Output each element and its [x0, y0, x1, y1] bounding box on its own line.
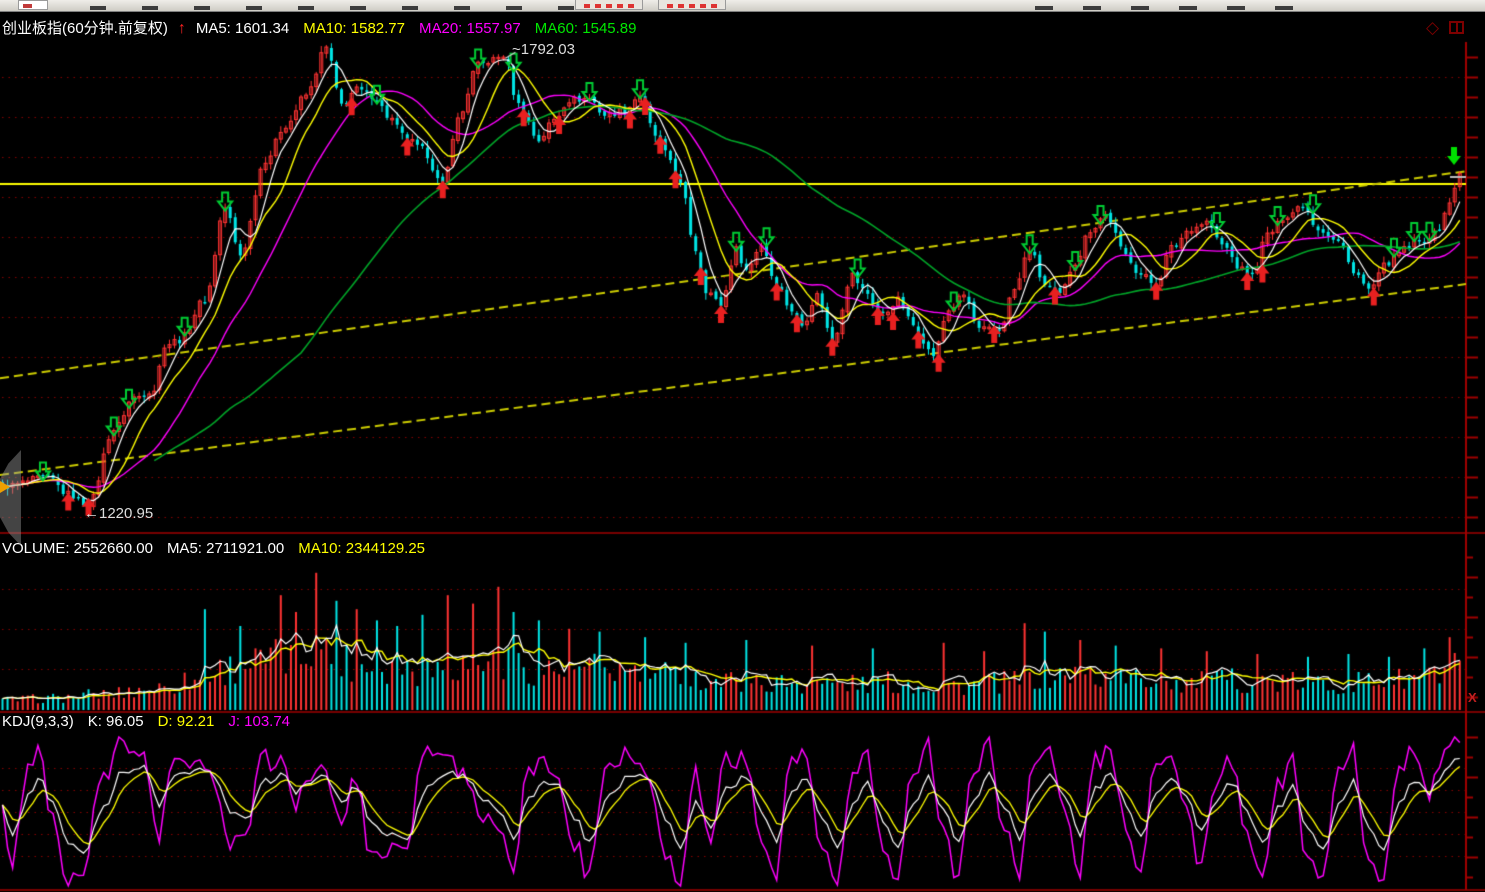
kdj-pane-header: KDJ(9,3,3) K: 96.05 D: 92.21 J: 103.74 — [2, 713, 290, 731]
scroll-left-overlay[interactable] — [0, 450, 21, 546]
volume-label: VOLUME: 2552660.00 — [2, 540, 153, 557]
high-price-annotation: ~1792.03 — [512, 41, 575, 58]
ma10-label: MA10: 1582.77 — [303, 20, 405, 37]
low-price-annotation: ←1220.95 — [84, 505, 154, 522]
toolbar-logo-box[interactable] — [18, 0, 48, 10]
main-chart-header: 创业板指(60分钟.前复权) ↑ MA5: 1601.34 MA10: 1582.77… — [2, 20, 637, 38]
ma20-label: MA20: 1557.97 — [419, 20, 521, 37]
split-window-icon[interactable] — [1449, 21, 1464, 34]
volume-ma5-label: MA5: 2711921.00 — [166, 540, 285, 557]
left-edge-marker-icon — [0, 481, 10, 493]
close-pane-icon[interactable]: X — [1468, 690, 1477, 705]
top-toolbar[interactable] — [0, 0, 1485, 12]
kdj-label: KDJ(9,3,3) — [2, 713, 74, 730]
logo-icon — [23, 4, 32, 8]
menu-items-clipped[interactable] — [1035, 6, 1305, 10]
toolbar-button-red-2[interactable] — [658, 0, 726, 10]
symbol-title: 创业板指(60分钟.前复权) — [2, 20, 168, 37]
volume-ma10-label: MA10: 2344129.25 — [298, 540, 426, 557]
j-value-label: J: 103.74 — [228, 713, 291, 730]
menu-items-clipped[interactable] — [90, 6, 580, 10]
diamond-icon[interactable]: ◇ — [1426, 18, 1440, 37]
red-label-clipped — [584, 4, 634, 8]
ma60-label: MA60: 1545.89 — [534, 20, 637, 37]
ma5-label: MA5: 1601.34 — [195, 20, 290, 37]
d-value-label: D: 92.21 — [157, 713, 215, 730]
up-arrow-icon: ↑ — [177, 20, 186, 37]
volume-pane-header: VOLUME: 2552660.00 MA5: 2711921.00 MA10: 2… — [2, 540, 425, 558]
k-value-label: K: 96.05 — [87, 713, 144, 730]
toolbar-button-red-1[interactable] — [575, 0, 643, 10]
red-label-clipped — [667, 4, 717, 8]
